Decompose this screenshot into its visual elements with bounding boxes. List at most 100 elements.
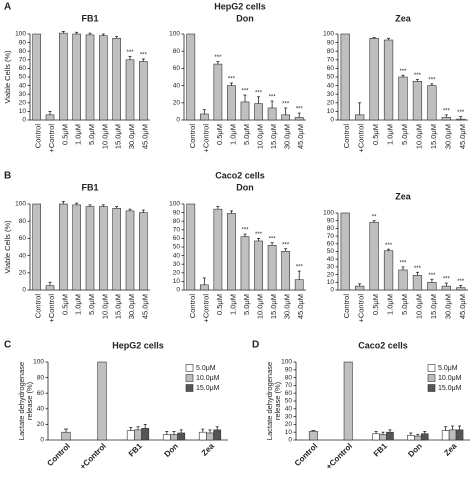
x-tick-label: 5.0μM — [242, 124, 251, 145]
bar — [85, 34, 95, 121]
bar — [414, 435, 422, 441]
error-bar — [141, 58, 145, 62]
chart-title: Caco2 cells — [358, 340, 408, 350]
panel-title: HepG2 cells — [214, 1, 266, 11]
y-tick-label: 40 — [173, 252, 181, 259]
y-tick-label: 20 — [173, 100, 181, 107]
error-bar — [48, 111, 52, 115]
bar — [125, 59, 135, 121]
significance: *** — [457, 110, 465, 116]
error-bar — [216, 206, 220, 210]
error-bar — [451, 425, 455, 430]
bar — [227, 213, 236, 291]
error-bar — [415, 271, 419, 276]
bar — [412, 81, 423, 121]
bar — [32, 203, 41, 291]
bar — [45, 114, 55, 121]
bar — [186, 203, 196, 291]
significance: *** — [443, 108, 451, 114]
y-tick-label: 60 — [327, 65, 335, 72]
y-tick-label: 0 — [176, 287, 180, 294]
bar — [383, 250, 394, 291]
panel-letter: D — [252, 340, 259, 351]
x-tick-label: 5.0μM — [400, 124, 409, 145]
x-tick-label: 0.5μM — [60, 124, 69, 145]
error-bar — [401, 74, 405, 77]
bar — [170, 434, 178, 441]
error-bar — [387, 37, 391, 41]
y-tick-label: 80 — [19, 48, 27, 55]
x-tick-label: +Control — [201, 124, 210, 153]
error-bar — [430, 83, 434, 86]
y-tick-label: 30 — [327, 91, 335, 98]
y-tick-label: 30 — [173, 261, 181, 268]
y-tick-label: 20 — [173, 270, 181, 277]
bar — [213, 63, 223, 121]
legend-swatch — [185, 364, 194, 372]
significance: *** — [241, 89, 249, 95]
y-tick-label: 100 — [15, 201, 26, 208]
y-axis-label: Lactate dehydrogenase — [265, 362, 274, 440]
y-axis-label: Viable Cells (%) — [3, 220, 12, 274]
bar — [72, 204, 81, 291]
bar — [420, 433, 429, 441]
significance: *** — [399, 69, 407, 75]
y-tick-label: 100 — [169, 31, 180, 38]
x-tick-label: 45.0μM — [458, 294, 467, 319]
bar — [112, 37, 121, 121]
error-bar — [48, 281, 52, 286]
x-tick-label: 15.0μM — [114, 294, 123, 319]
chart-title: Don — [236, 13, 254, 23]
x-tick-label: Control — [188, 294, 197, 319]
error-bar — [372, 220, 376, 223]
y-tick-label: 10 — [173, 278, 181, 285]
error-bar — [64, 428, 68, 433]
bar — [281, 251, 291, 291]
bar — [85, 206, 95, 291]
bar — [355, 285, 365, 291]
error-bar — [128, 208, 132, 211]
chart-title: Don — [236, 182, 254, 192]
error-bar — [459, 116, 463, 120]
y-tick-label: 80 — [173, 48, 181, 55]
x-tick-label: 5.0μM — [400, 294, 409, 315]
x-tick-label: Zea — [442, 441, 459, 458]
bar — [99, 35, 108, 121]
error-bar — [101, 204, 105, 207]
error-bar — [229, 82, 233, 86]
significance: *** — [241, 228, 249, 234]
bar — [134, 429, 142, 441]
y-axis-label: release (%) — [25, 381, 34, 420]
bar — [59, 32, 68, 121]
panel-letter: A — [4, 2, 11, 13]
significance: *** — [255, 90, 263, 96]
error-bar — [136, 426, 140, 430]
error-bar — [297, 112, 301, 118]
bar — [369, 37, 379, 121]
bar — [267, 244, 277, 291]
significance: *** — [269, 236, 277, 242]
y-tick-label: 20 — [37, 421, 45, 428]
chart-title: FB1 — [81, 13, 98, 23]
x-tick-label: 0.5μM — [371, 294, 380, 315]
error-bar — [423, 431, 427, 434]
error-bar — [215, 426, 219, 430]
bar — [294, 279, 304, 291]
legend-label: 5.0μM — [438, 365, 458, 372]
error-bar — [358, 283, 362, 287]
legend-swatch — [427, 374, 436, 382]
y-tick-label: 100 — [281, 359, 292, 366]
legend-swatch — [185, 374, 194, 382]
x-tick-label: 10.0μM — [100, 294, 109, 319]
y-tick-label: 0 — [330, 117, 334, 124]
y-tick-label: 80 — [327, 48, 335, 55]
x-tick-label: Control — [34, 124, 43, 149]
y-tick-label: 10 — [285, 429, 293, 436]
bar — [177, 432, 186, 441]
error-bar — [458, 425, 462, 430]
x-tick-label: +Control — [47, 124, 56, 153]
bar — [427, 85, 437, 121]
error-bar — [444, 114, 448, 118]
x-tick-label: Control — [45, 442, 71, 468]
y-tick-label: 90 — [327, 39, 335, 46]
